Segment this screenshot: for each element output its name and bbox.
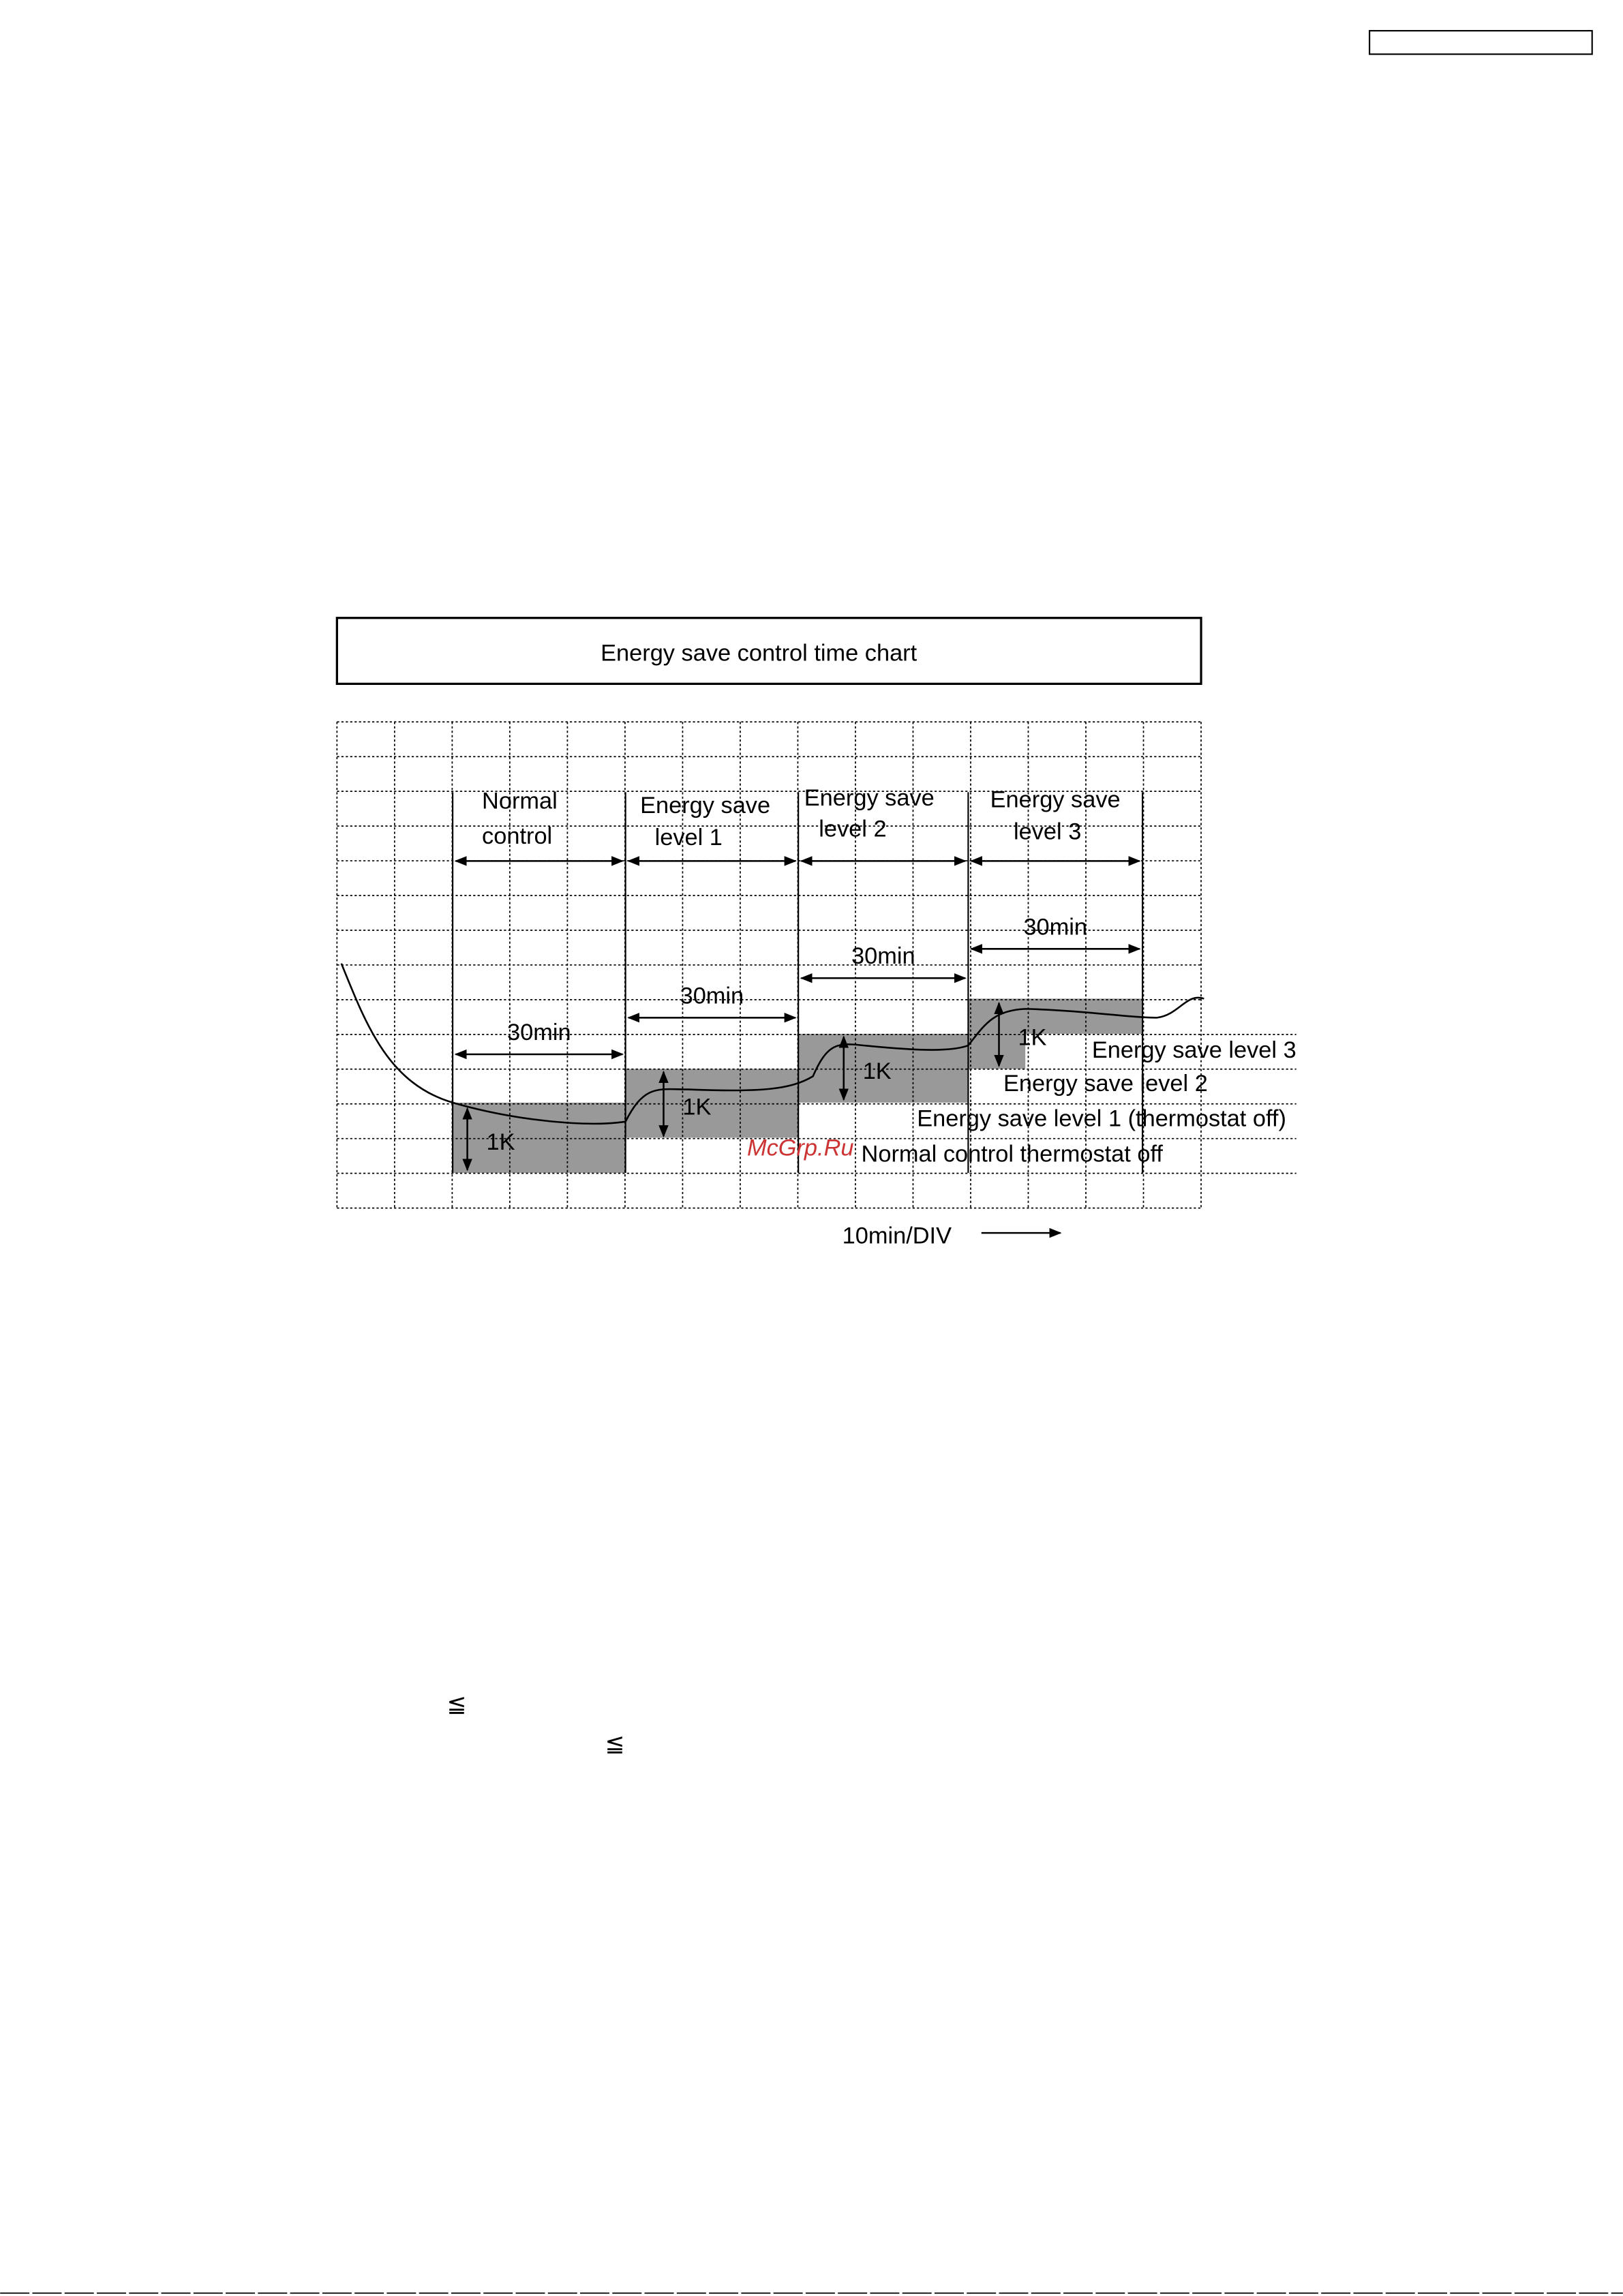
band bbox=[968, 1033, 1026, 1069]
threshold-label: Energy save level 2 bbox=[1003, 1071, 1208, 1097]
duration-label: 30min bbox=[680, 983, 744, 1009]
step-label: 1K bbox=[1018, 1025, 1046, 1051]
time-scale: 10min/DIV bbox=[843, 1223, 952, 1249]
duration-label: 30min bbox=[1023, 914, 1087, 940]
band bbox=[453, 1102, 626, 1174]
symbol: ≦ bbox=[605, 1731, 625, 1757]
phase-label: Energy save bbox=[990, 786, 1121, 812]
annotations: Normal control Energy save level 1 Energy sa… bbox=[0, 785, 1623, 2294]
duration-label: 30min bbox=[507, 1020, 571, 1045]
phase-label: level 1 bbox=[655, 825, 723, 851]
step-label: 1K bbox=[863, 1058, 892, 1084]
phase-label: Normal bbox=[482, 789, 558, 814]
symbol: ≦ bbox=[446, 1692, 466, 1717]
phase-label: Energy save bbox=[804, 785, 935, 811]
chart-title: Energy save control time chart bbox=[601, 641, 917, 667]
threshold-label: Energy save level 1 (thermostat off) bbox=[917, 1106, 1286, 1132]
band bbox=[798, 1033, 969, 1103]
title-box bbox=[335, 617, 1202, 686]
band bbox=[968, 998, 1143, 1034]
duration-label: 30min bbox=[851, 943, 915, 969]
header-box bbox=[1369, 30, 1593, 55]
threshold-label: Normal control thermostat off bbox=[862, 1141, 1164, 1167]
phase-label: control bbox=[482, 823, 552, 849]
temperature-curve bbox=[340, 963, 1204, 1125]
step-label: 1K bbox=[487, 1129, 515, 1155]
phase-label: level 3 bbox=[1014, 819, 1081, 845]
threshold-label: Energy save level 3 bbox=[1092, 1037, 1296, 1063]
watermark: McGrp.Ru bbox=[747, 1135, 854, 1161]
phase-label: level 2 bbox=[819, 816, 886, 842]
step-label: 1K bbox=[682, 1095, 711, 1120]
phase-label: Energy save bbox=[640, 793, 770, 818]
